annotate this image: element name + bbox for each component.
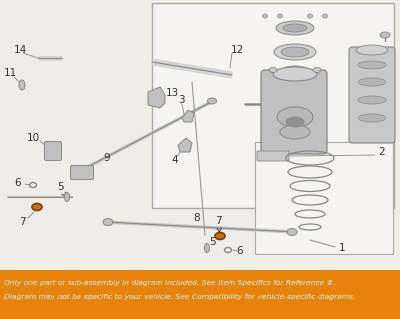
Ellipse shape: [277, 107, 313, 127]
Text: 5: 5: [57, 182, 66, 197]
Text: 13: 13: [165, 88, 179, 98]
FancyBboxPatch shape: [349, 47, 395, 143]
Ellipse shape: [269, 68, 277, 72]
Text: 2: 2: [379, 147, 385, 157]
Ellipse shape: [280, 66, 310, 78]
Ellipse shape: [313, 68, 321, 72]
Polygon shape: [148, 87, 165, 108]
Polygon shape: [178, 138, 192, 152]
Ellipse shape: [64, 192, 70, 202]
Ellipse shape: [32, 204, 42, 211]
Text: 5: 5: [209, 237, 215, 247]
Polygon shape: [182, 110, 194, 122]
FancyBboxPatch shape: [44, 142, 62, 160]
Ellipse shape: [358, 61, 386, 69]
Ellipse shape: [262, 14, 268, 18]
Ellipse shape: [358, 114, 386, 122]
Ellipse shape: [322, 14, 328, 18]
Ellipse shape: [308, 14, 312, 18]
Text: 10: 10: [26, 133, 40, 143]
Ellipse shape: [274, 44, 316, 60]
Ellipse shape: [103, 219, 113, 226]
Bar: [0, 270, 400, 319]
Ellipse shape: [280, 125, 310, 139]
FancyBboxPatch shape: [70, 166, 94, 180]
Text: Diagram may not be specific to your vehicle. See Compatibility for vehicle-speci: Diagram may not be specific to your vehi…: [4, 294, 355, 300]
Ellipse shape: [281, 47, 309, 57]
Ellipse shape: [358, 78, 386, 86]
Text: Only one part or sub-assembly in diagram included. See Item Specifics for Refere: Only one part or sub-assembly in diagram…: [4, 280, 335, 286]
Ellipse shape: [283, 24, 307, 32]
Ellipse shape: [278, 14, 282, 18]
Text: 4: 4: [172, 155, 178, 165]
Ellipse shape: [356, 45, 388, 55]
FancyBboxPatch shape: [261, 70, 327, 154]
Ellipse shape: [287, 228, 297, 235]
Text: 11: 11: [3, 68, 17, 78]
Text: 8: 8: [194, 213, 200, 223]
Ellipse shape: [276, 21, 314, 35]
Bar: [152, 3, 394, 208]
Ellipse shape: [380, 32, 390, 38]
Text: 1: 1: [339, 243, 345, 253]
Text: 12: 12: [230, 45, 244, 55]
Bar: [255, 142, 393, 254]
Text: 14: 14: [13, 45, 27, 55]
Text: 3: 3: [178, 95, 184, 105]
Text: 7: 7: [215, 216, 222, 232]
Ellipse shape: [358, 96, 386, 104]
Text: 9: 9: [104, 153, 110, 163]
Ellipse shape: [208, 98, 216, 104]
Text: 7: 7: [19, 217, 25, 227]
Ellipse shape: [77, 167, 87, 174]
Text: 6: 6: [237, 246, 243, 256]
Ellipse shape: [19, 80, 25, 90]
Text: 6: 6: [15, 178, 21, 188]
Ellipse shape: [286, 117, 304, 127]
Ellipse shape: [215, 233, 225, 240]
FancyBboxPatch shape: [257, 151, 289, 161]
Ellipse shape: [204, 243, 210, 253]
Ellipse shape: [273, 67, 317, 81]
